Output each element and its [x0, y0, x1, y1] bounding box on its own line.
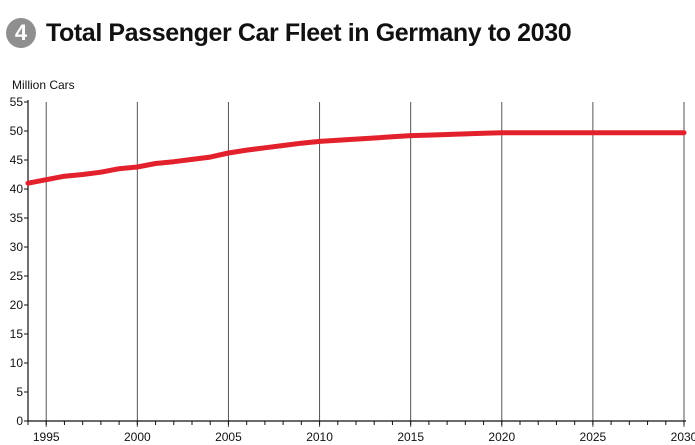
series-layer [25, 130, 687, 186]
x-tick-label-2005: 2005 [215, 430, 242, 444]
grid-lines [45, 102, 685, 427]
x-tick-label-2020: 2020 [488, 430, 515, 444]
x-tick-label-2010: 2010 [306, 430, 333, 444]
y-tick-label-5: 5 [16, 385, 23, 399]
y-tick-label-10: 10 [10, 356, 24, 370]
x-tick-label-2025: 2025 [580, 430, 607, 444]
y-tick-label-35: 35 [10, 211, 24, 225]
y-axis-ticks: 0 5 10 15 20 25 30 35 40 45 50 55 [10, 95, 28, 428]
y-tick-label-55: 55 [10, 95, 24, 109]
x-tick-label-1995: 1995 [33, 430, 60, 444]
axes [27, 100, 686, 422]
y-tick-label-40: 40 [10, 182, 24, 196]
chart-title: Total Passenger Car Fleet in Germany to … [46, 18, 572, 47]
x-tick-label-2030: 2030 [671, 430, 695, 444]
series-line-0 [25, 130, 687, 186]
figure-number-badge: 4 [6, 18, 36, 48]
y-tick-label-45: 45 [10, 153, 24, 167]
y-tick-label-25: 25 [10, 269, 24, 283]
y-axis-label: Million Cars [12, 78, 75, 92]
y-tick-label-0: 0 [16, 414, 23, 428]
chart-header: 4 Total Passenger Car Fleet in Germany t… [6, 16, 572, 50]
x-tick-label-2000: 2000 [124, 430, 151, 444]
y-tick-label-20: 20 [10, 298, 24, 312]
x-axis-ticks: 1995 2000 2005 2010 2015 2020 2025 2030 [27, 421, 695, 444]
y-tick-label-50: 50 [10, 124, 24, 138]
y-tick-label-30: 30 [10, 240, 24, 254]
x-tick-label-2015: 2015 [397, 430, 424, 444]
y-tick-label-15: 15 [10, 327, 24, 341]
